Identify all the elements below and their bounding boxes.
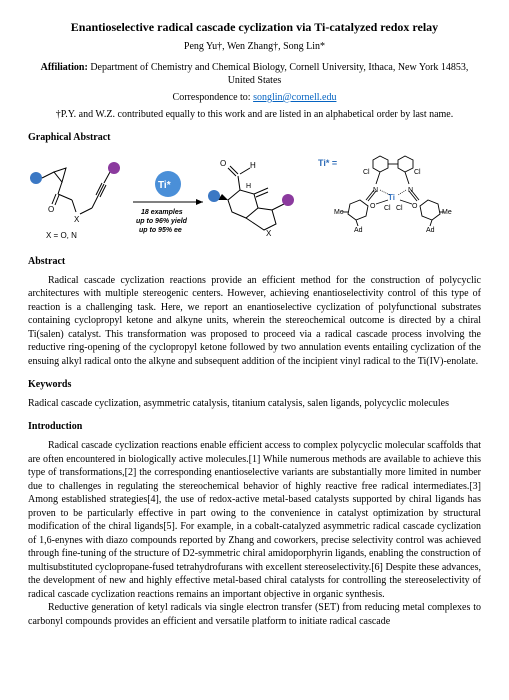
correspondence-label: Correspondence to: bbox=[173, 92, 254, 103]
svg-text:Ad: Ad bbox=[426, 227, 435, 234]
intro-paragraph-1: Radical cascade cyclization reactions en… bbox=[28, 439, 481, 601]
svg-text:O: O bbox=[220, 159, 226, 168]
svg-text:Me: Me bbox=[442, 209, 452, 216]
svg-text:X: X bbox=[266, 229, 272, 238]
affiliation-text: Department of Chemistry and Chemical Bio… bbox=[88, 62, 469, 86]
affiliation-block: Affiliation: Department of Chemistry and… bbox=[28, 61, 481, 87]
substrate-structure: O X X = O, N bbox=[30, 162, 120, 240]
svg-text:O: O bbox=[412, 203, 418, 210]
product-structure: X O H H bbox=[208, 159, 294, 238]
svg-text:Ad: Ad bbox=[354, 227, 363, 234]
keywords-text: Radical cascade cyclization, asymmetric … bbox=[28, 397, 481, 410]
abstract-text: Radical cascade cyclization reactions pr… bbox=[28, 274, 481, 369]
svg-text:18 examples: 18 examples bbox=[141, 209, 183, 216]
paper-title: Enantioselective radical cascade cycliza… bbox=[28, 20, 481, 36]
svg-text:H: H bbox=[250, 161, 256, 170]
svg-text:X = O, N: X = O, N bbox=[46, 231, 77, 240]
introduction-header: Introduction bbox=[28, 420, 481, 433]
svg-text:up to 95% ee: up to 95% ee bbox=[139, 227, 182, 234]
graphical-abstract-svg: O X X = O, N Ti* 18 examples up to 96% y… bbox=[28, 150, 483, 245]
graphical-abstract-figure: O X X = O, N Ti* 18 examples up to 96% y… bbox=[28, 150, 481, 245]
intro-paragraph-2: Reductive generation of ketyl radicals v… bbox=[28, 601, 481, 628]
svg-text:Ti*: Ti* bbox=[158, 180, 171, 191]
svg-text:X: X bbox=[74, 215, 80, 224]
svg-text:Cl: Cl bbox=[396, 205, 403, 212]
keywords-header: Keywords bbox=[28, 378, 481, 391]
svg-text:H: H bbox=[246, 183, 251, 190]
reaction-arrow: Ti* 18 examples up to 96% yield up to 95… bbox=[133, 171, 203, 234]
svg-text:O: O bbox=[370, 203, 376, 210]
svg-text:up to 96% yield: up to 96% yield bbox=[136, 218, 188, 225]
svg-text:Cl: Cl bbox=[363, 169, 370, 176]
svg-text:Me: Me bbox=[334, 209, 344, 216]
authors-line: Peng Yu†, Wen Zhang†, Song Lin* bbox=[28, 40, 481, 53]
affiliation-label: Affiliation: bbox=[41, 62, 88, 73]
ti-salen-complex: Cl Cl N N Ti Cl Cl O O Me Me bbox=[334, 156, 452, 234]
correspondence-email[interactable]: songlin@cornell.edu bbox=[253, 92, 336, 103]
correspondence-line: Correspondence to: songlin@cornell.edu bbox=[28, 91, 481, 104]
svg-text:Cl: Cl bbox=[384, 205, 391, 212]
ti-label: Ti* = bbox=[318, 158, 337, 168]
svg-text:Cl: Cl bbox=[414, 169, 421, 176]
graphical-abstract-header: Graphical Abstract bbox=[28, 131, 481, 144]
contribution-note: †P.Y. and W.Z. contributed equally to th… bbox=[28, 108, 481, 121]
svg-text:O: O bbox=[48, 205, 54, 214]
abstract-header: Abstract bbox=[28, 255, 481, 268]
